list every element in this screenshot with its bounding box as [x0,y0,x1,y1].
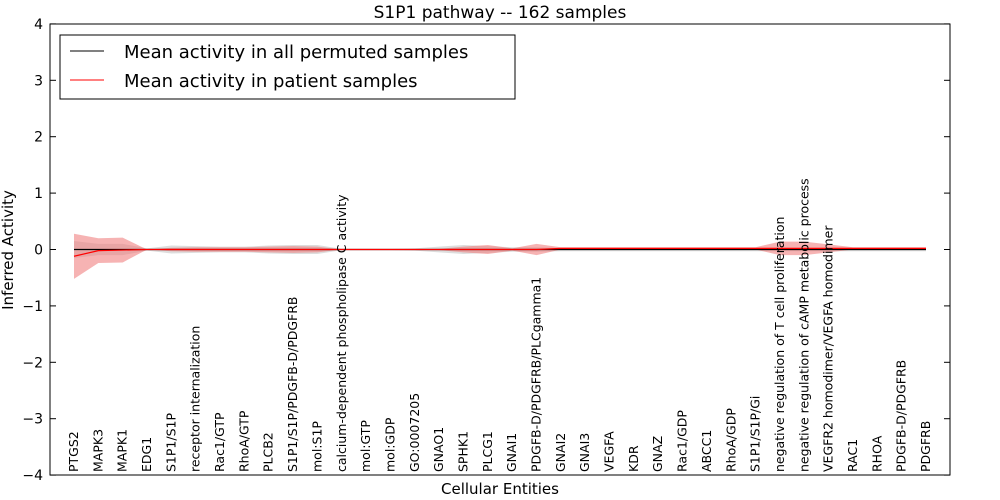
x-tick-label: ABCC1 [699,430,714,472]
y-tick-label: −4 [22,468,43,484]
y-tick-label: 2 [34,130,43,146]
x-tick-label: S1P1/S1P [163,413,178,472]
y-tick-label: −2 [22,355,43,371]
y-axis-label: Inferred Activity [0,190,17,310]
y-tick-label: −1 [22,299,43,315]
y-tick-label: 1 [34,186,43,202]
x-tick-label: GO:0007205 [407,393,422,472]
x-tick-label: VEGFA [602,431,617,472]
y-ticks: −4 −3 −2 −1 0 1 2 3 4 [22,17,950,484]
x-tick-label: VEGFR2 homodimer/VEGFA homodimer [821,225,836,472]
x-tick-label: GNAO1 [431,427,446,472]
series-line-1 [73,247,926,257]
legend-box [59,34,516,100]
x-tick-label: RhoA/GTP [236,410,251,472]
y-tick-label: 3 [34,73,43,89]
x-tick-label: KDR [626,445,641,472]
x-tick-label: GNAI1 [504,433,519,472]
x-tick-label: PLCB2 [261,432,276,472]
legend: Mean activity in all permuted samples Me… [59,34,516,100]
x-tick-label: PTGS2 [66,431,81,472]
x-tick-label: RAC1 [845,439,860,472]
y-tick-label: 0 [34,243,43,259]
x-tick-label: GNAI3 [577,433,592,472]
legend-label-patient: Mean activity in patient samples [124,71,418,92]
x-tick-label: MAPK3 [90,429,105,472]
x-tick-label: Rac1/GTP [212,412,227,472]
x-tick-label: GNAI2 [553,433,568,472]
x-tick-label: receptor internalization [188,326,203,472]
x-tick-label: EDG1 [139,437,154,472]
y-tick-label: 4 [34,17,43,33]
x-tick-label: SPHK1 [455,431,470,472]
x-tick-label: PDGFRB [918,421,933,472]
x-tick-label: PDGFB-D/PDGFRB/PLCgamma1 [529,277,544,472]
x-ticks: PTGS2 MAPK3 MAPK1 EDG1 S1P1/S1P receptor inte… [66,178,933,472]
lines [73,247,926,257]
chart-title: S1P1 pathway -- 162 samples [374,3,627,23]
x-tick-label: calcium-dependent phospholipase C activi… [334,194,349,472]
x-tick-label: mol:GDP [382,417,397,472]
x-tick-label: mol:GTP [358,420,373,472]
x-tick-label: negative regulation of cAMP metabolic pr… [796,178,811,472]
x-tick-label: S1P1/S1P/PDGFB-D/PDGFRB [285,297,300,473]
x-tick-label: PDGFB-D/PDGFRB [894,360,909,472]
x-tick-label: MAPK1 [115,429,130,472]
x-tick-label: mol:S1P [309,421,324,472]
x-tick-label: negative regulation of T cell proliferat… [772,217,787,472]
x-tick-label: GNAZ [650,436,665,472]
x-tick-label: RHOA [869,435,884,472]
x-tick-label: RhoA/GDP [723,408,738,472]
y-tick-label: −3 [22,412,43,428]
x-tick-label: PLCG1 [480,431,495,472]
x-axis-label: Cellular Entities [441,480,559,498]
x-tick-label: S1P1/S1P/Gi [748,396,763,472]
x-tick-label: Rac1/GDP [675,410,690,472]
legend-label-permuted: Mean activity in all permuted samples [124,42,468,63]
